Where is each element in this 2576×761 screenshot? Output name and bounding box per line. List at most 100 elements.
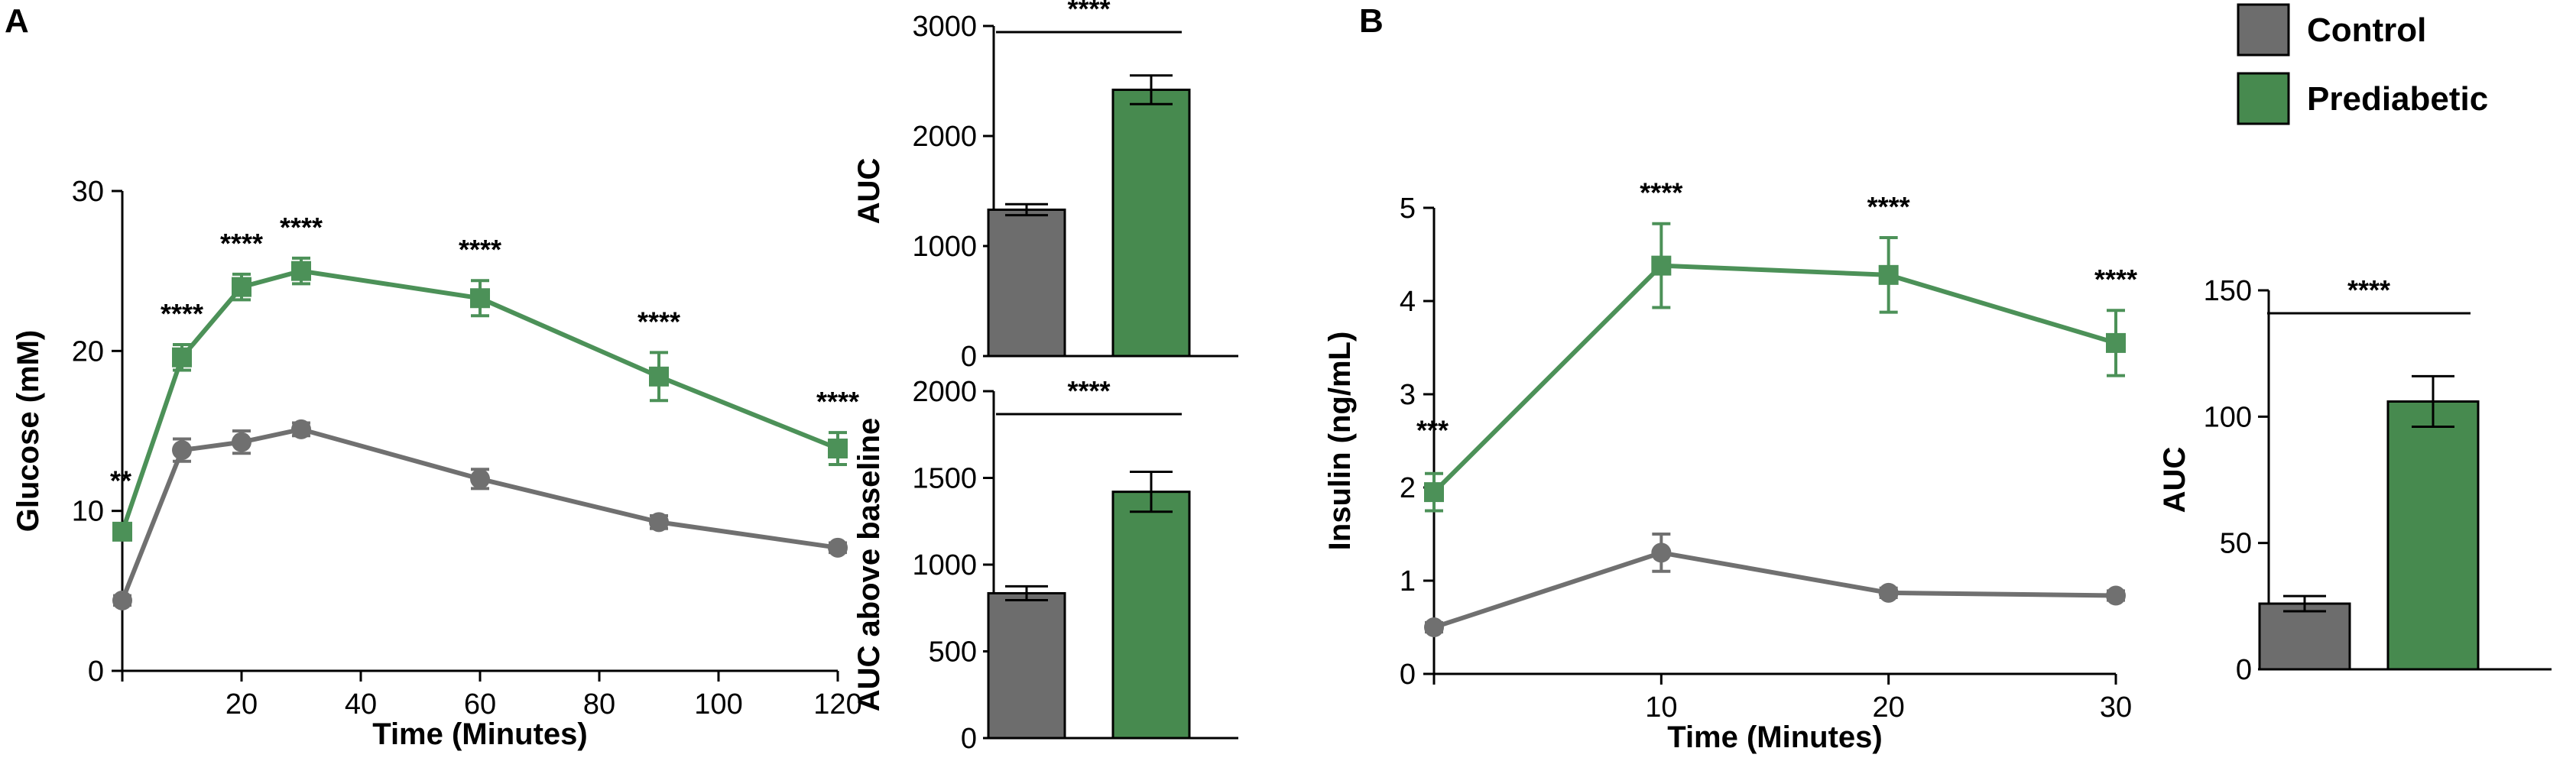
legend-label-prediabetic: Prediabetic <box>2307 80 2488 118</box>
legend-swatch-control <box>2237 3 2290 57</box>
x-tick-label: 30 <box>2100 691 2132 724</box>
error-bar <box>1130 74 1173 105</box>
data-point-control <box>470 468 490 489</box>
y-tick-label: 20 <box>72 335 104 368</box>
bar-control <box>987 208 1066 358</box>
y-tick-label: 150 <box>2204 275 2252 307</box>
y-axis-title: AUC above baseline <box>852 418 886 712</box>
data-point-prediabetic <box>470 288 490 309</box>
legend-swatch-prediabetic <box>2237 72 2290 125</box>
error-bar <box>2283 594 2326 613</box>
y-tick-label: 10 <box>72 496 104 528</box>
x-tick-label: 80 <box>583 688 615 721</box>
data-point-prediabetic <box>2106 332 2126 353</box>
significance-label: **** <box>816 386 859 417</box>
bar-prediabetic <box>1111 89 1191 358</box>
y-tick-label: 1 <box>1400 565 1416 597</box>
significance-label: **** <box>459 234 501 265</box>
data-point-prediabetic <box>1651 255 1672 276</box>
error-bar <box>1005 202 1048 217</box>
data-point-prediabetic <box>828 439 848 459</box>
x-axis-title: Time (Minutes) <box>1667 721 1883 754</box>
data-point-control <box>1651 542 1672 563</box>
legend: Control Prediabetic <box>2237 3 2488 125</box>
data-point-prediabetic <box>1878 264 1899 285</box>
y-tick-label: 1500 <box>912 463 977 495</box>
series-line-control <box>120 426 839 601</box>
bar-prediabetic <box>2386 400 2480 671</box>
bar-control <box>2258 602 2351 671</box>
error-bar <box>1005 585 1048 602</box>
data-point-control <box>649 512 669 533</box>
y-axis-title: AUC <box>2158 447 2192 513</box>
y-tick-label: 1000 <box>912 231 977 263</box>
y-axis-title: AUC <box>852 158 886 225</box>
bar-prediabetic <box>1111 491 1191 740</box>
insulin-auc-bar-chart: 0 50 100 150 AUC **** <box>2158 274 2552 686</box>
data-point-control <box>112 590 132 610</box>
y-tick-label: 1000 <box>912 549 977 581</box>
insulin-line-chart: 0 1 2 3 4 5 10 20 30 Insulin (ng/mL) Time (Minutes… <box>1323 177 2137 754</box>
y-tick-label: 2000 <box>912 376 977 408</box>
y-tick-label: 0 <box>2236 654 2252 686</box>
panel-label-a: A <box>5 2 29 40</box>
error-bar <box>1130 471 1173 513</box>
data-point-control <box>2106 585 2126 606</box>
legend-label-control: Control <box>2307 11 2426 49</box>
significance-label: **** <box>1640 177 1682 209</box>
data-point-prediabetic <box>112 521 132 542</box>
x-tick-label: 100 <box>694 688 742 721</box>
y-tick-label: 100 <box>2204 401 2252 433</box>
significance-label: **** <box>2347 274 2390 306</box>
y-tick-label: 3000 <box>912 11 977 43</box>
significance-label: **** <box>1867 191 1910 222</box>
x-axis-title: Time (Minutes) <box>372 717 588 751</box>
data-point-control <box>1878 582 1899 603</box>
y-tick-label: 0 <box>88 656 104 688</box>
significance-label: **** <box>161 298 203 329</box>
panel-label-b: B <box>1359 2 1384 40</box>
data-point-control <box>1424 617 1444 637</box>
glucose-auc-bar-chart: 0 1000 2000 3000 AUC **** <box>852 0 1238 373</box>
y-axis-title: Insulin (ng/mL) <box>1323 332 1357 551</box>
x-tick-label: 20 <box>225 688 258 721</box>
significance-label: **** <box>1067 0 1110 24</box>
y-axis-title: Glucose (mM) <box>11 330 45 532</box>
significance-label: **** <box>280 212 323 243</box>
data-point-prediabetic <box>291 261 311 281</box>
bar-control <box>987 591 1066 740</box>
data-point-prediabetic <box>1424 482 1444 503</box>
data-point-control <box>828 537 848 558</box>
y-tick-label: 30 <box>72 176 104 208</box>
data-point-control <box>291 419 311 439</box>
y-tick-label: 50 <box>2220 528 2252 560</box>
y-tick-label: 5 <box>1400 193 1416 225</box>
x-tick-label: 40 <box>345 688 377 721</box>
x-tick-label: 20 <box>1873 691 1905 724</box>
y-tick-label: 500 <box>929 636 977 669</box>
x-tick-label: 10 <box>1645 691 1677 724</box>
y-tick-label: 3 <box>1400 379 1416 411</box>
significance-label: **** <box>2094 264 2137 295</box>
data-point-control <box>232 432 251 452</box>
significance-label: *** <box>1416 415 1449 446</box>
y-tick-label: 0 <box>961 341 977 373</box>
significance-label: **** <box>1067 375 1110 406</box>
series-line-control <box>1433 550 2117 630</box>
significance-label: ** <box>110 465 131 496</box>
data-point-prediabetic <box>649 366 669 387</box>
y-tick-label: 2000 <box>912 121 977 153</box>
x-tick-label: 60 <box>464 688 496 721</box>
y-tick-label: 4 <box>1400 286 1416 318</box>
y-tick-label: 0 <box>1400 659 1416 691</box>
y-tick-label: 0 <box>961 723 977 755</box>
x-tick-label: 120 <box>813 688 861 721</box>
significance-label: **** <box>638 306 680 337</box>
glucose-auc-baseline-bar-chart: 0 500 1000 1500 2000 AUC above baseline **** <box>852 375 1238 755</box>
glucose-line-chart: 0 10 20 30 20 40 60 80 100 120 Glucose (mM) Time (M… <box>11 176 862 751</box>
series-line-prediabetic <box>1432 263 2117 494</box>
y-tick-label: 2 <box>1400 472 1416 504</box>
data-point-prediabetic <box>232 277 251 297</box>
data-point-control <box>172 440 192 461</box>
